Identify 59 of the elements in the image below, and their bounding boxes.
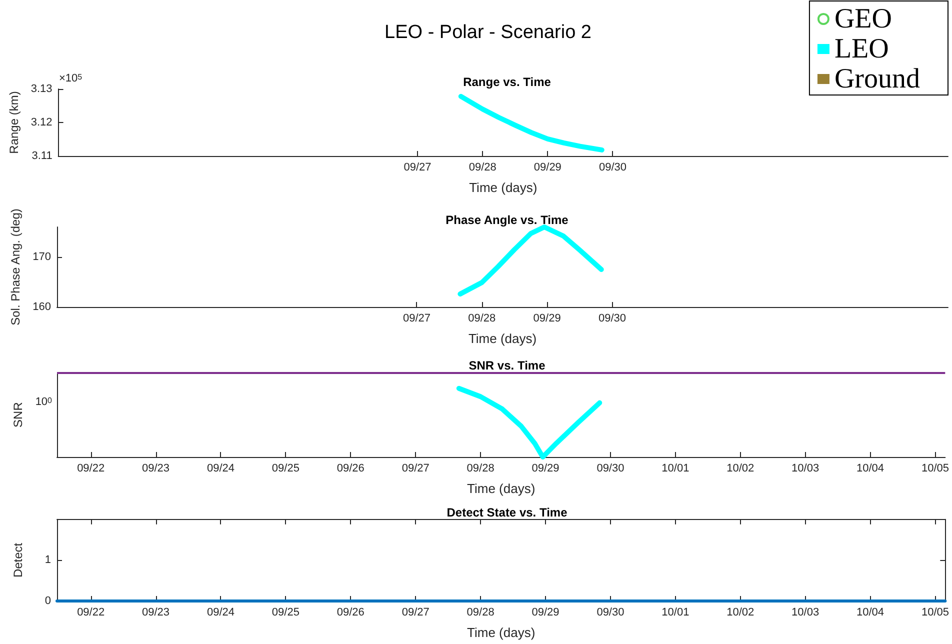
y-axis-title: Range (km) [7,91,21,154]
x-tick-label: 09/24 [206,462,235,474]
x-tick-label: 09/27 [402,312,431,324]
y-axis-title: SNR [11,402,25,428]
x-tick-label: 10/03 [792,606,820,618]
x-axis-title: Time (days) [467,625,536,640]
chart-subtitle: Range vs. Time [463,75,552,89]
x-axis-title: Time (days) [468,331,537,346]
x-tick-label: 09/25 [272,462,300,474]
y-tick-label: 3.12 [30,116,52,128]
x-tick-label: 09/27 [402,462,430,474]
legend-label: GEO [834,4,892,34]
chart-title: SNR vs. Time [468,358,546,373]
x-tick-label: 10/04 [856,606,884,618]
x-tick-label: 10/01 [662,462,690,474]
chart-title: Phase Angle vs. Time [446,213,569,227]
x-tick-label: 09/23 [142,606,170,618]
x-tick-label: 09/26 [336,462,364,474]
x-tick-label: 09/24 [206,606,235,618]
x-tick-label: 09/30 [598,162,626,174]
y-tick-label: 3.13 [30,83,52,95]
x-tick-label: 09/29 [533,312,561,324]
x-tick-label: 09/27 [402,606,430,618]
x-tick-label: 09/23 [142,462,170,474]
x-axis-title: Time (days) [467,481,536,496]
x-tick-label: 09/25 [272,606,300,618]
x-tick-label: 10/05 [921,606,949,618]
x-tick-label: 10/05 [921,462,949,474]
chart-title: Detect State vs. Time [446,505,568,520]
x-tick-label: 09/28 [468,312,496,324]
legend-label: LEO [834,34,889,64]
x-tick-label: 10/04 [856,462,884,474]
chart-title: LEO - Polar - Scenario 2 [384,22,592,43]
y-tick-label: 1 [44,554,51,566]
x-tick-label: 09/29 [532,606,560,618]
y-axis-title: Detect [11,542,25,578]
x-tick-label: 10/03 [792,462,820,474]
y-tick-label: 170 [32,251,51,263]
x-tick-label: 09/30 [596,462,624,474]
x-tick-label: 09/30 [596,606,624,618]
x-tick-label: 09/30 [598,312,626,324]
x-tick-label: 09/29 [534,162,562,174]
legend-label: Ground [834,64,920,94]
x-tick-label: 09/28 [466,462,494,474]
y-tick-label: 160 [32,301,51,313]
x-tick-label: 10/01 [662,606,690,618]
x-tick-label: 09/28 [466,606,494,618]
x-tick-label: 10/02 [726,462,754,474]
x-tick-label: 09/29 [532,462,560,474]
x-tick-label: 09/26 [336,606,364,618]
y-tick-label: 0 [44,595,51,607]
y-axis-title: Sol. Phase Ang. (deg) [8,208,23,326]
x-axis-title: Time (days) [469,180,538,195]
y-tick-label: 3.11 [32,150,52,162]
x-tick-label: 09/22 [77,462,105,474]
x-tick-label: 09/22 [77,606,105,618]
x-tick-label: 09/27 [404,162,432,174]
x-tick-label: 10/02 [726,606,754,618]
x-tick-label: 09/28 [468,162,496,174]
